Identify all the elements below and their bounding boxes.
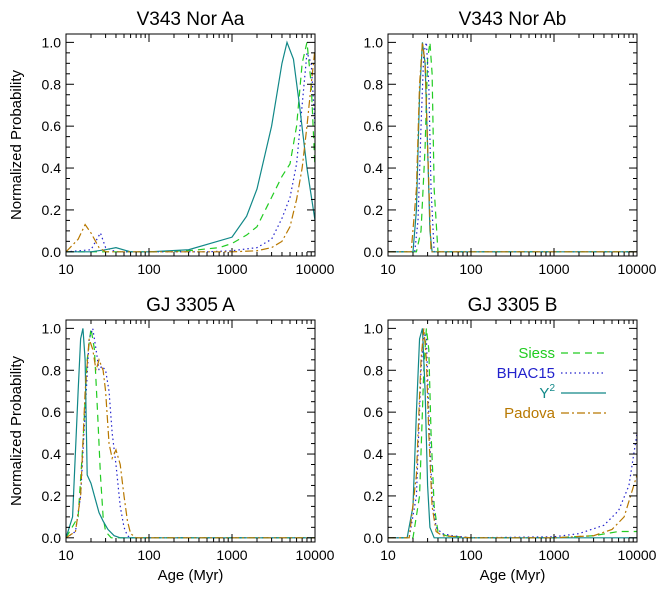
series-line-y2 — [388, 328, 637, 539]
y-tick-label: 0.8 — [42, 362, 62, 378]
x-tick-label: 100 — [459, 261, 483, 277]
x-tick-label: 10 — [58, 261, 74, 277]
legend-label-text: Y — [539, 385, 549, 402]
series-line-padova — [388, 42, 637, 253]
panel-title: GJ 3305 B — [468, 295, 558, 316]
series-line-siess — [66, 328, 315, 539]
y-tick-label: 0.2 — [364, 202, 384, 218]
y-tick-label: 0.8 — [364, 362, 384, 378]
plot-frame — [65, 33, 316, 257]
x-axis-label: Age (Myr) — [158, 567, 224, 584]
chart-panel-2: V343 Nor Ab 10 100 1000 10000 0.0 0.2 0.4 0.6 0.8… — [364, 9, 657, 277]
y-tick-label: 0.0 — [364, 244, 384, 260]
legend-label-text: Siess — [518, 345, 555, 362]
y-tick-label: 0.0 — [42, 530, 62, 546]
y-tick-label: 0.4 — [364, 160, 384, 176]
x-tick-label: 10000 — [618, 547, 657, 563]
legend-label-y2: Y2 — [539, 383, 555, 402]
series-line-bhac15 — [66, 328, 315, 539]
x-tick-label: 1000 — [538, 261, 569, 277]
y-tick-label: 1.0 — [42, 320, 62, 336]
series-line-y2 — [66, 40, 315, 253]
y-axis-label: Normalized Probability — [8, 69, 25, 220]
y-tick-label: 0.4 — [364, 446, 384, 462]
y-tick-label: 0.4 — [42, 160, 62, 176]
series-line-siess — [388, 328, 637, 539]
chart-panel-4: GJ 3305 B 10 100 1000 10000 0.0 0.2 0.4 0.6 0.8 1.… — [364, 295, 657, 584]
y-tick-label: 0.2 — [364, 488, 384, 504]
series-line-y2 — [66, 328, 315, 539]
x-tick-label: 10000 — [296, 261, 335, 277]
legend-label-siess: Siess — [518, 345, 555, 362]
x-tick-label: 1000 — [216, 261, 247, 277]
series-line-padova — [66, 338, 315, 539]
y-tick-label: 0.6 — [364, 404, 384, 420]
x-tick-label: 10 — [58, 547, 74, 563]
y-tick-label: 1.0 — [364, 34, 384, 50]
panel-title: V343 Nor Ab — [459, 9, 567, 30]
legend-label-bhac15: BHAC15 — [497, 365, 555, 382]
y-tick-label: 0.6 — [42, 118, 62, 134]
x-tick-label: 10000 — [296, 547, 335, 563]
y-tick-label: 0.6 — [42, 404, 62, 420]
legend-label-padova: Padova — [504, 405, 556, 422]
x-tick-label: 10 — [380, 261, 396, 277]
plot-frame — [387, 319, 638, 543]
y-tick-label: 0.2 — [42, 202, 62, 218]
y-tick-label: 0.0 — [364, 530, 384, 546]
plot-frame — [387, 33, 638, 257]
legend-label-superscript: 2 — [549, 383, 555, 394]
y-tick-label: 0.8 — [42, 76, 62, 92]
chart-panel-3: GJ 3305 A 10 100 1000 10000 0.0 0.2 0.4 0.6 0.8 1.… — [8, 295, 335, 584]
panel-title: GJ 3305 A — [146, 295, 235, 316]
x-axis-label: Age (Myr) — [480, 567, 546, 584]
x-tick-label: 10 — [380, 547, 396, 563]
y-tick-label: 1.0 — [42, 34, 62, 50]
y-tick-label: 0.6 — [364, 118, 384, 134]
y-tick-label: 0.8 — [364, 76, 384, 92]
y-axis-label: Normalized Probability — [8, 355, 25, 506]
x-tick-label: 100 — [137, 261, 161, 277]
x-tick-label: 10000 — [618, 261, 657, 277]
legend-label-text: BHAC15 — [497, 365, 555, 382]
series-line-y2 — [388, 42, 637, 253]
legend-label-text: Padova — [504, 405, 556, 422]
x-tick-label: 100 — [459, 547, 483, 563]
chart-panel-1: V343 Nor Aa 10 100 1000 10000 0.0 0.2 0.4 0.6 0.8… — [8, 9, 335, 277]
x-tick-label: 100 — [137, 547, 161, 563]
y-tick-label: 0.2 — [42, 488, 62, 504]
series-line-bhac15 — [388, 332, 637, 539]
series-line-padova — [388, 328, 637, 539]
panel-title: V343 Nor Aa — [137, 9, 245, 30]
y-tick-label: 0.0 — [42, 244, 62, 260]
x-tick-label: 1000 — [216, 547, 247, 563]
plot-frame — [65, 319, 316, 543]
series-line-siess — [66, 42, 315, 253]
series-line-padova — [66, 48, 315, 253]
series-line-bhac15 — [66, 52, 315, 253]
y-tick-label: 1.0 — [364, 320, 384, 336]
y-tick-label: 0.4 — [42, 446, 62, 462]
x-tick-label: 1000 — [538, 547, 569, 563]
